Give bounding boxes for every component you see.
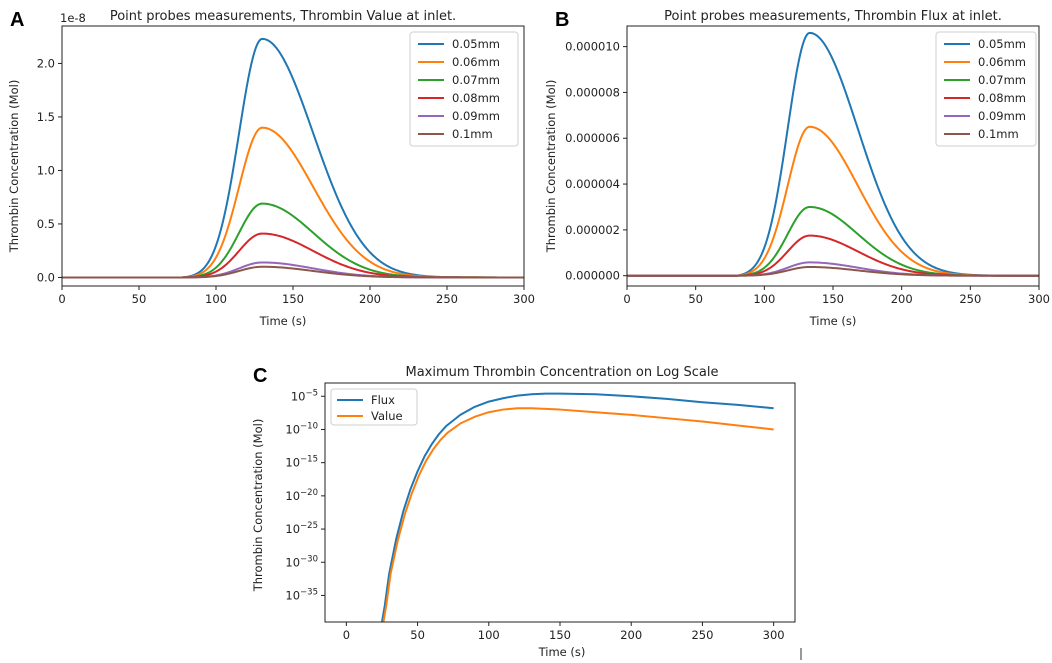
plot-frame-c [324, 382, 796, 623]
y-tick-label: 0.000010 [565, 40, 620, 54]
series-line-0-1mm [62, 265, 524, 279]
legend-a: 0.05mm 0.06mm 0.07mm 0.08mm 0.09mm 0.1mm [409, 31, 519, 147]
x-tick-label: 200 [891, 292, 913, 306]
x-tick-label: 0 [343, 628, 350, 642]
y-tick-label: 0.000002 [565, 223, 620, 237]
y-tick-label: 0.0 [37, 270, 55, 284]
series-line-0-06mm [62, 126, 524, 279]
y-tick-label: 10−5 [291, 388, 318, 403]
series-line-flux [380, 392, 774, 622]
lines-c [380, 392, 774, 622]
x-tick-label: 100 [753, 292, 775, 306]
x-tick-label: 250 [436, 292, 458, 306]
legend-label-0-07mm: 0.07mm [452, 73, 500, 87]
x-tick-label: 100 [205, 292, 227, 306]
chart-title-b: Point probes measurements, Thrombin Flux… [664, 9, 1002, 24]
y-tick-label: 0.000004 [565, 177, 620, 191]
x-axis-label-a: Time (s) [259, 314, 307, 328]
legend-b: 0.05mm 0.06mm 0.07mm 0.08mm 0.09mm 0.1mm [935, 31, 1037, 147]
x-axis-label-c: Time (s) [538, 645, 586, 659]
series-line-0-08mm [627, 234, 1039, 277]
y-tick-label: 0.000008 [565, 85, 620, 99]
series-line-0-08mm [62, 232, 524, 279]
x-tick-label: 300 [1028, 292, 1050, 306]
x-tick-label: 250 [959, 292, 981, 306]
ticks-b: 0 50 100 150 200 250 300 0.000000 0.000002 0.0000… [565, 40, 1050, 306]
x-tick-label: 200 [359, 292, 381, 306]
series-line-0-09mm [627, 261, 1039, 277]
x-axis-label-b: Time (s) [809, 314, 857, 328]
lines-a [62, 37, 524, 279]
x-tick-label: 150 [822, 292, 844, 306]
panel-label-c: C [253, 365, 267, 387]
chart-title-c: Maximum Thrombin Concentration on Log Sc… [405, 365, 718, 380]
y-tick-label: 0.5 [37, 217, 55, 231]
y-tick-label: 10−15 [285, 455, 318, 470]
series-line-0-1mm [627, 265, 1039, 277]
x-tick-label: 50 [688, 292, 703, 306]
legend-box-b [935, 31, 1037, 147]
y-tick-label: 1.0 [37, 163, 55, 177]
legend-label-0-09mm: 0.09mm [452, 109, 500, 123]
series-line-0-06mm [627, 125, 1039, 277]
x-tick-label: 50 [132, 292, 147, 306]
legend-label-value: Value [371, 409, 403, 423]
panel-label-b: B [555, 9, 569, 31]
y-tick-label: 2.0 [37, 56, 55, 70]
legend-label-0-09mm: 0.09mm [978, 109, 1026, 123]
x-tick-label: 250 [691, 628, 713, 642]
panel-b: B Point probes measurements, Thrombin Fl… [544, 9, 1050, 328]
panel-c: C Maximum Thrombin Concentration on Log … [251, 365, 796, 659]
series-line-0-07mm [627, 205, 1039, 277]
legend-label-0-08mm: 0.08mm [978, 91, 1026, 105]
lines-b [627, 31, 1039, 277]
panel-a: A 1e-8 Point probes measurements, Thromb… [7, 9, 535, 328]
x-tick-label: 50 [410, 628, 425, 642]
legend-label-0-08mm: 0.08mm [452, 91, 500, 105]
x-tick-label: 150 [282, 292, 304, 306]
y-tick-label: 10−20 [285, 488, 318, 503]
plot-frame-a [61, 25, 525, 287]
y-tick-label: 1.5 [37, 110, 55, 124]
panel-label-a: A [10, 9, 24, 31]
legend-label-0-05mm: 0.05mm [978, 37, 1026, 51]
x-tick-label: 150 [549, 628, 571, 642]
legend-label-0-1mm: 0.1mm [978, 127, 1019, 141]
x-tick-label: 0 [623, 292, 630, 306]
x-tick-label: 300 [513, 292, 535, 306]
legend-label-0-06mm: 0.06mm [452, 55, 500, 69]
plot-frame-b [626, 25, 1040, 287]
y-tick-label: 10−25 [285, 521, 318, 536]
chart-title-a: Point probes measurements, Thrombin Valu… [110, 9, 456, 24]
legend-box-a [409, 31, 519, 147]
y-tick-label: 0.000000 [565, 269, 620, 283]
legend-label-0-06mm: 0.06mm [978, 55, 1026, 69]
x-tick-label: 0 [58, 292, 65, 306]
legend-label-0-05mm: 0.05mm [452, 37, 500, 51]
y-axis-label-b: Thrombin Concentration (Mol) [544, 80, 558, 254]
series-line-value [382, 407, 774, 622]
legend-label-0-07mm: 0.07mm [978, 73, 1026, 87]
legend-c: Flux Value [330, 388, 418, 426]
y-tick-label: 10−35 [285, 587, 318, 602]
ticks-a: 0 50 100 150 200 250 300 0.0 0.5 1.0 1.5 2.0 [37, 56, 535, 306]
y-axis-label-c: Thrombin Concentration (Mol) [251, 419, 265, 593]
y-tick-label: 10−10 [285, 421, 318, 436]
y-tick-label: 10−30 [285, 554, 318, 569]
series-line-0-09mm [62, 261, 524, 279]
offset-label-a: 1e-8 [60, 11, 86, 25]
y-axis-label-a: Thrombin Concentration (Mol) [7, 80, 21, 254]
legend-label-0-1mm: 0.1mm [452, 127, 493, 141]
x-tick-label: 100 [478, 628, 500, 642]
x-tick-label: 200 [620, 628, 642, 642]
ticks-c: 0 50 100 150 200 250 300 10−5 10−10 10−15 10−20 10−… [285, 388, 784, 642]
y-tick-label: 0.000006 [565, 131, 620, 145]
x-tick-label: 300 [763, 628, 785, 642]
legend-label-flux: Flux [371, 393, 395, 407]
